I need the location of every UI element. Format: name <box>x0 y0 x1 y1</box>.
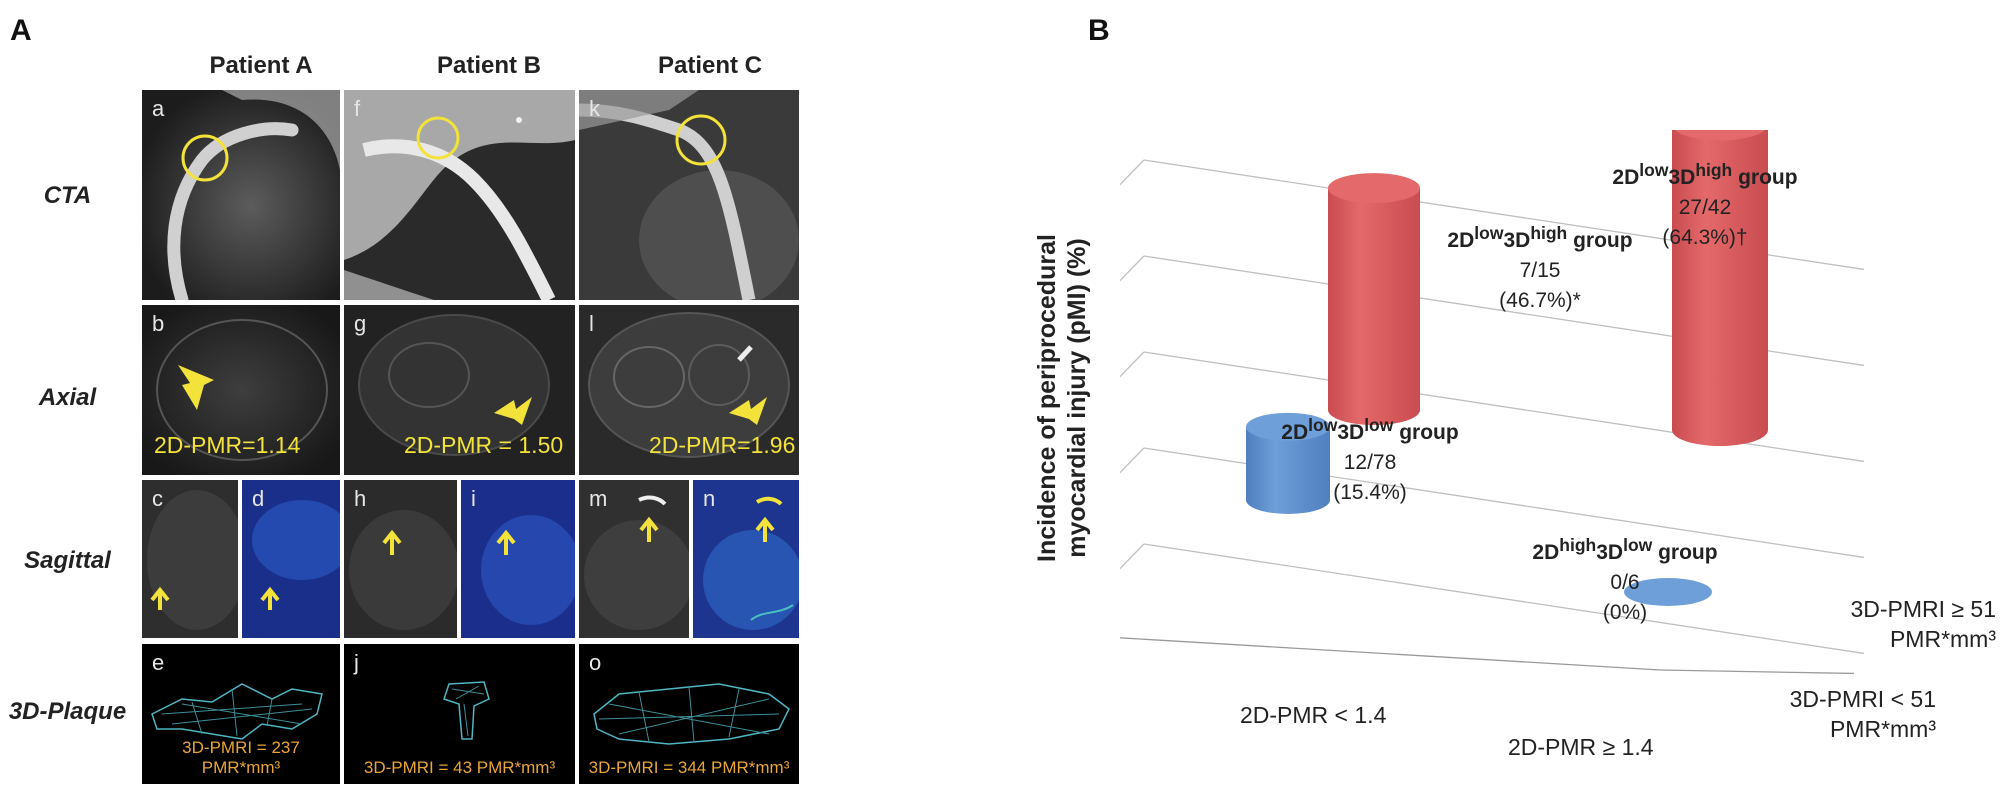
depth-label-high: 3D-PMRI ≥ 51 PMR*mm³ <box>1850 596 1996 652</box>
sagittal-colormap-d: d <box>242 480 340 638</box>
gridline-side <box>1120 159 1145 186</box>
group-name: 2Dlow3Dhigh group <box>1612 160 1798 189</box>
group-name: 2Dlow3Dhigh group <box>1447 223 1633 252</box>
cta-image-patient-a: a <box>142 90 340 300</box>
sagittal-image-c: c <box>142 480 238 638</box>
lesion-circle <box>675 114 727 166</box>
tile-label-j: j <box>354 650 359 675</box>
sagittal-colormap-n: n <box>693 480 799 638</box>
y-axis-title-line1: Incidence of periprocedural <box>1033 234 1061 562</box>
bar-cylinder-top-1 <box>1328 173 1420 204</box>
group-percent: (46.7%)* <box>1499 289 1581 312</box>
bar-cylinder-1 <box>1328 188 1420 425</box>
bar-cylinder-3 <box>1672 130 1768 446</box>
row-label-3d-plaque: 3D-Plaque <box>8 698 127 725</box>
group-annotation-low-high-2: 2Dlow3Dhigh group 27/42 (64.3%)† <box>1605 155 1805 253</box>
bar-cylinder-top-0 <box>1246 412 1330 441</box>
sagittal-image-h: h <box>344 480 457 638</box>
plaque-3d-patient-b: j 3D-PMRI = 43 PMR*mm³ <box>344 644 575 784</box>
group-percent: (64.3%)† <box>1662 226 1748 249</box>
group-annotation-low-high-1: 2Dlow3Dhigh group 7/15 (46.7%)* <box>1440 218 1640 316</box>
tile-label-b: b <box>152 311 165 336</box>
axial-image-patient-c: l 2D-PMR=1.96 <box>579 305 799 475</box>
arrow-marker <box>496 529 516 555</box>
arrow-marker <box>382 529 402 555</box>
x-category-label-low: 2D-PMR < 1.4 <box>1240 702 1387 728</box>
panel-label-a: A <box>10 14 32 47</box>
cta-image-patient-b: f <box>344 90 575 300</box>
group-count: 0/6 <box>1610 571 1640 594</box>
arrow-marker <box>729 397 767 425</box>
plaque-3d-patient-c: o 3D-PMRI = 344 PMR*mm³ <box>579 644 799 784</box>
tile-label-d: d <box>252 486 265 511</box>
arrow-marker <box>639 516 659 542</box>
group-count: 12/78 <box>1343 451 1397 474</box>
x-category-label-high: 2D-PMR ≥ 1.4 <box>1508 734 1654 760</box>
row-label-cta: CTA <box>43 182 92 209</box>
group-name: 2Dlow3Dlow group <box>1281 415 1459 444</box>
tile-label-l: l <box>589 311 594 336</box>
tile-label-f: f <box>354 96 361 121</box>
bar-cylinder-0 <box>1246 426 1330 514</box>
tile-label-o: o <box>589 650 602 675</box>
tile-label-i: i <box>471 486 476 511</box>
bar-cylinder-top-3 <box>1674 130 1766 141</box>
tile-label-m: m <box>589 486 608 511</box>
tile-label-a: a <box>152 96 165 121</box>
group-annotation-high-low: 2Dhigh3Dlow group 0/6 (0%) <box>1525 530 1725 628</box>
plaque-3d-patient-a: e 3D-PMRI = 237 PMR*mm³ <box>142 644 340 784</box>
sagittal-colormap-i: i <box>461 480 575 638</box>
depth-label-low: 3D-PMRI < 51 PMR*mm³ <box>1789 686 1936 742</box>
chart-y-axis-title: Incidence of periprocedural myocardial i… <box>1032 168 1092 628</box>
group-annotation-low-low: 2Dlow3Dlow group 12/78 (15.4%) <box>1270 410 1470 508</box>
gridline <box>1143 543 1865 655</box>
sagittal-image-m: m <box>579 480 689 638</box>
arrow-marker <box>260 586 280 610</box>
tile-label-k: k <box>589 96 600 121</box>
pmri-value-patient-a: 3D-PMRI = 237 PMR*mm³ <box>182 738 300 777</box>
tile-label-c: c <box>152 486 163 511</box>
floor-edge <box>1120 637 1661 671</box>
gridline-side <box>1120 543 1145 570</box>
row-label-axial: Axial <box>38 384 97 411</box>
y-axis-title-line2: myocardial injury (pMI) (%) <box>1063 238 1091 558</box>
pmr-value-patient-a: 2D-PMR=1.14 <box>154 432 301 458</box>
bar-chart-3d: 0%20%40%60%80% <box>1120 130 1865 675</box>
gridline-side <box>1120 351 1145 378</box>
group-count: 27/42 <box>1678 196 1732 219</box>
group-percent: (0%) <box>1602 601 1648 624</box>
floor-edge <box>1659 669 1855 675</box>
pmr-value-patient-b: 2D-PMR = 1.50 <box>404 432 564 458</box>
bar-cylinder-flat-2 <box>1624 578 1712 606</box>
tile-label-n: n <box>703 486 716 511</box>
gridline-side <box>1120 255 1145 282</box>
column-title-patient-b: Patient B <box>436 52 541 79</box>
lesion-circle <box>181 134 229 182</box>
panel-label-b: B <box>1088 14 1110 47</box>
pmri-value-patient-c: 3D-PMRI = 344 PMR*mm³ <box>588 758 790 777</box>
tile-label-g: g <box>354 311 367 336</box>
pmri-value-patient-b: 3D-PMRI = 43 PMR*mm³ <box>363 758 556 777</box>
arrow-marker <box>178 365 214 410</box>
tile-label-h: h <box>354 486 367 511</box>
gridline-side <box>1120 447 1145 474</box>
cta-image-patient-c: k <box>579 90 799 300</box>
axial-image-patient-a: b 2D-PMR=1.14 <box>142 305 340 475</box>
group-percent: (15.4%) <box>1333 481 1407 504</box>
arrow-marker <box>150 586 170 610</box>
lesion-circle <box>416 116 460 160</box>
group-count: 7/15 <box>1519 259 1561 282</box>
tile-label-e: e <box>152 650 165 675</box>
axial-image-patient-b: g 2D-PMR = 1.50 <box>344 305 575 475</box>
column-title-patient-a: Patient A <box>209 52 313 79</box>
group-name: 2Dhigh3Dlow group <box>1532 535 1718 564</box>
column-title-patient-c: Patient C <box>657 52 762 79</box>
pmr-value-patient-c: 2D-PMR=1.96 <box>649 432 796 458</box>
arrow-marker <box>755 516 775 542</box>
arrow-marker <box>494 397 532 425</box>
row-label-sagittal: Sagittal <box>24 547 111 574</box>
